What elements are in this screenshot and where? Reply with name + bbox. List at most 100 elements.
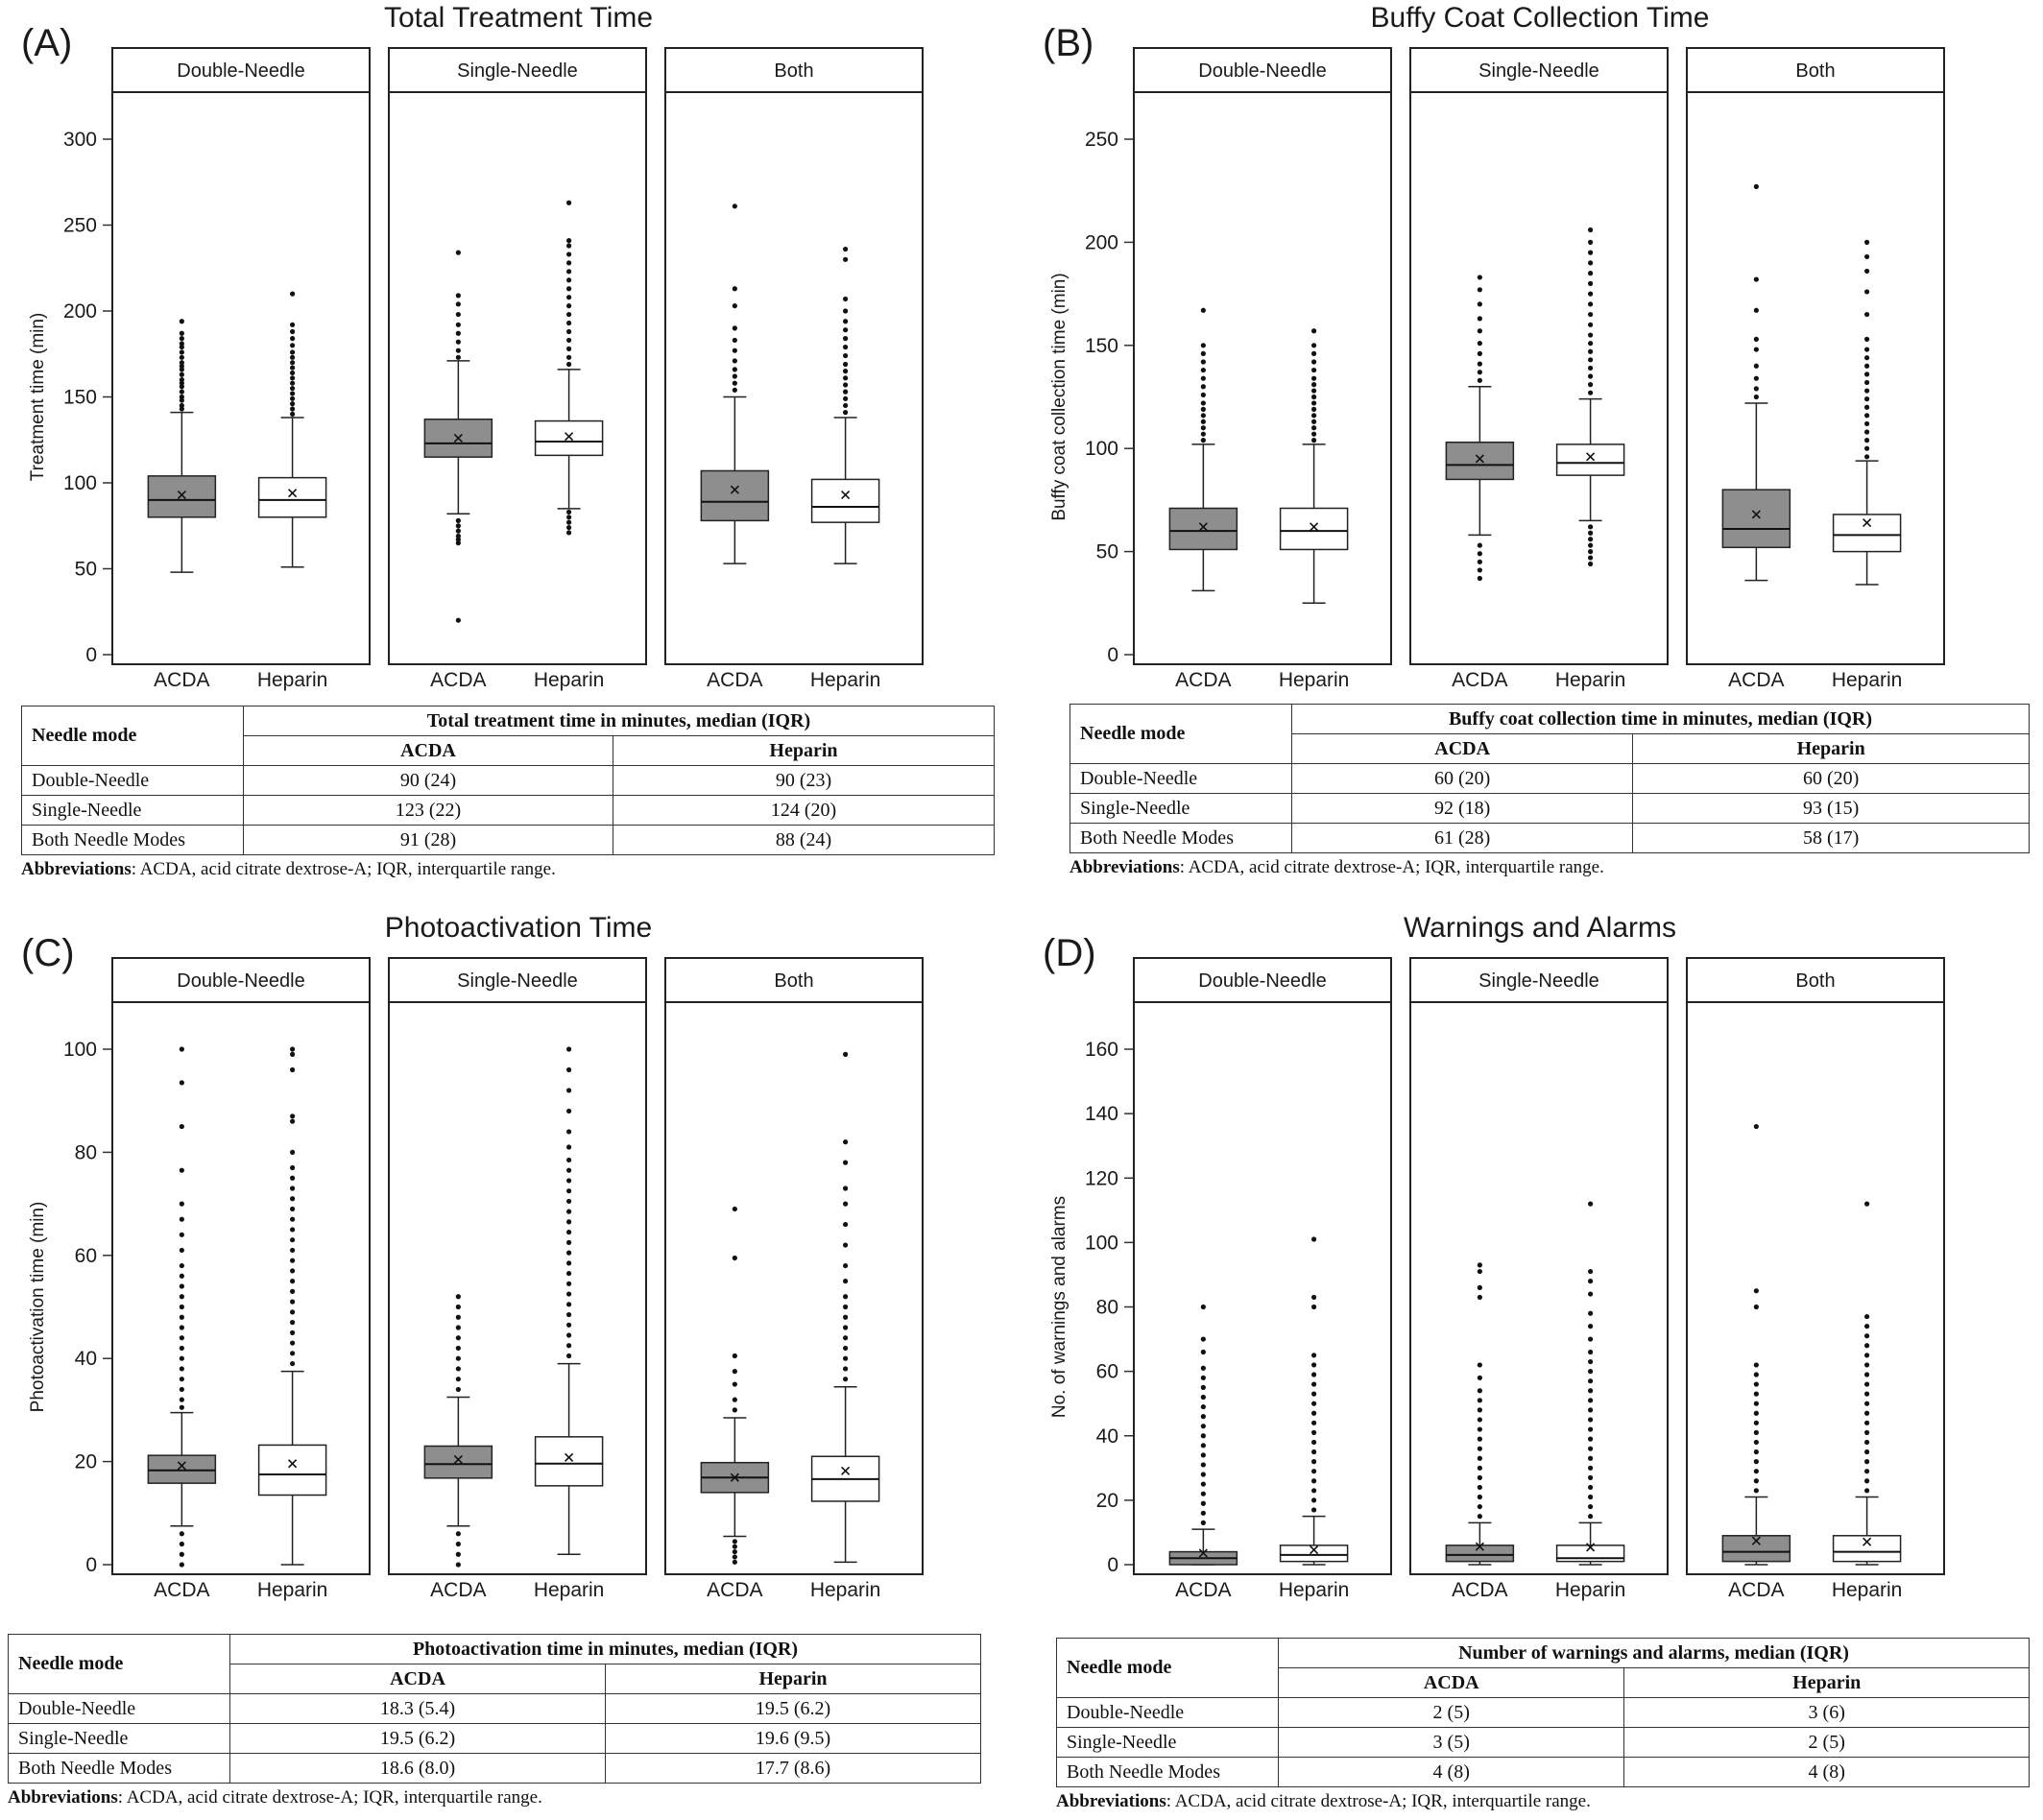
mean-marker bbox=[1198, 522, 1208, 532]
mean-marker bbox=[565, 432, 574, 442]
outlier-point bbox=[290, 1175, 296, 1181]
outlier-point bbox=[1311, 1304, 1317, 1310]
outlier-point bbox=[455, 1325, 461, 1330]
outlier-point bbox=[1864, 253, 1870, 260]
outlier-point bbox=[1588, 1436, 1594, 1442]
y-tick-label: 150 bbox=[1085, 335, 1118, 357]
outlier-point bbox=[566, 1353, 572, 1359]
table-caption: Buffy coat collection time in minutes, m… bbox=[1291, 704, 2030, 734]
outlier-point bbox=[179, 371, 184, 377]
table-caption: Number of warnings and alarms, median (I… bbox=[1278, 1638, 2030, 1668]
outlier-point bbox=[1311, 367, 1317, 373]
y-axis-label: No. of warnings and alarms bbox=[1049, 1196, 1070, 1418]
abbreviations-note: Abbreviations: ACDA, acid citrate dextro… bbox=[1070, 857, 1604, 878]
outlier-point bbox=[566, 1144, 572, 1150]
outlier-point bbox=[732, 1206, 737, 1212]
outlier-point bbox=[179, 1232, 184, 1237]
outlier-point bbox=[179, 402, 184, 409]
outlier-point bbox=[179, 384, 184, 390]
outlier-point bbox=[1311, 1488, 1317, 1494]
outlier-point bbox=[843, 1262, 849, 1269]
outlier-point bbox=[566, 515, 572, 520]
outlier-point bbox=[1588, 561, 1594, 567]
outlier-point bbox=[1753, 1304, 1759, 1310]
outlier-point bbox=[1200, 359, 1206, 365]
y-tick-label: 200 bbox=[63, 300, 97, 323]
outlier-point bbox=[566, 311, 572, 318]
outlier-point bbox=[1753, 1372, 1759, 1377]
outlier-point bbox=[1200, 1375, 1206, 1380]
outlier-point bbox=[290, 385, 296, 392]
outlier-point bbox=[732, 1559, 737, 1565]
outlier-point bbox=[1864, 1429, 1870, 1435]
heparin-value: 88 (24) bbox=[612, 825, 996, 855]
outlier-point bbox=[290, 291, 296, 297]
acda-value: 4 (8) bbox=[1277, 1757, 1625, 1787]
row-label: Double-Needle bbox=[21, 765, 244, 796]
mean-marker bbox=[841, 1466, 851, 1475]
outlier-point bbox=[1477, 370, 1482, 375]
table-row: Single-Needle 92 (18) 93 (15) bbox=[1070, 793, 2030, 824]
outlier-point bbox=[1753, 336, 1759, 342]
x-category-label: Heparin bbox=[1555, 1579, 1626, 1601]
outlier-point bbox=[290, 1351, 296, 1356]
mean-marker bbox=[841, 490, 851, 500]
outlier-point bbox=[1864, 404, 1870, 410]
summary-table: Needle mode Photoactivation time in minu… bbox=[8, 1634, 981, 1784]
outlier-point bbox=[1864, 1391, 1870, 1397]
outlier-point bbox=[1311, 1401, 1317, 1406]
panel-letter: (A) bbox=[21, 22, 72, 64]
facet-plot-frame bbox=[1686, 1001, 1945, 1575]
outlier-point bbox=[290, 1227, 296, 1233]
outlier-point bbox=[455, 528, 461, 534]
mean-marker bbox=[1198, 1548, 1208, 1558]
outlier-point bbox=[732, 358, 737, 364]
facet-plot-frame bbox=[1409, 1001, 1669, 1575]
outlier-point bbox=[1588, 1417, 1594, 1423]
heparin-value: 17.7 (8.6) bbox=[605, 1753, 981, 1784]
outlier-point bbox=[1864, 1410, 1870, 1416]
outlier-point bbox=[1864, 1478, 1870, 1484]
outlier-point bbox=[1588, 1455, 1594, 1461]
heparin-value: 60 (20) bbox=[1632, 763, 2030, 794]
outlier-point bbox=[566, 1066, 572, 1073]
outlier-point bbox=[843, 1221, 849, 1228]
outlier-point bbox=[1311, 1429, 1317, 1435]
outlier-point bbox=[1311, 1353, 1317, 1358]
outlier-point bbox=[1200, 1336, 1206, 1342]
outlier-point bbox=[455, 322, 461, 327]
outlier-point bbox=[179, 1046, 184, 1052]
outlier-point bbox=[179, 1273, 184, 1279]
chart-title: Warnings and Alarms bbox=[1404, 912, 1676, 944]
outlier-point bbox=[179, 1283, 184, 1289]
outlier-point bbox=[290, 1149, 296, 1155]
outlier-point bbox=[1200, 400, 1206, 406]
outlier-point bbox=[1200, 1394, 1206, 1401]
outlier-point bbox=[179, 1551, 184, 1557]
outlier-point bbox=[455, 1541, 461, 1547]
outlier-point bbox=[1311, 382, 1317, 388]
y-axis-label: Treatment time (min) bbox=[28, 313, 48, 482]
acda-value: 90 (24) bbox=[243, 765, 613, 796]
outlier-point bbox=[455, 617, 461, 623]
heparin-value: 2 (5) bbox=[1623, 1727, 2030, 1758]
outlier-point bbox=[1753, 386, 1759, 392]
outlier-point bbox=[1200, 1384, 1206, 1391]
heparin-column-header: Heparin bbox=[605, 1664, 981, 1694]
mean-marker bbox=[177, 1461, 186, 1471]
outlier-point bbox=[179, 341, 184, 347]
outlier-point bbox=[1200, 343, 1206, 348]
outlier-point bbox=[179, 397, 184, 403]
outlier-point bbox=[1588, 271, 1594, 276]
abbreviations-label: Abbreviations bbox=[21, 859, 132, 879]
outlier-point bbox=[1311, 419, 1317, 424]
facet-plot-frame bbox=[1133, 91, 1392, 665]
outlier-point bbox=[843, 1366, 849, 1372]
outlier-point bbox=[1864, 1313, 1870, 1320]
outlier-point bbox=[1588, 1268, 1594, 1275]
outlier-point bbox=[179, 1216, 184, 1222]
outlier-point bbox=[1311, 1362, 1317, 1368]
outlier-point bbox=[843, 375, 849, 381]
outlier-point bbox=[566, 1108, 572, 1114]
x-category-label: ACDA bbox=[154, 669, 209, 691]
